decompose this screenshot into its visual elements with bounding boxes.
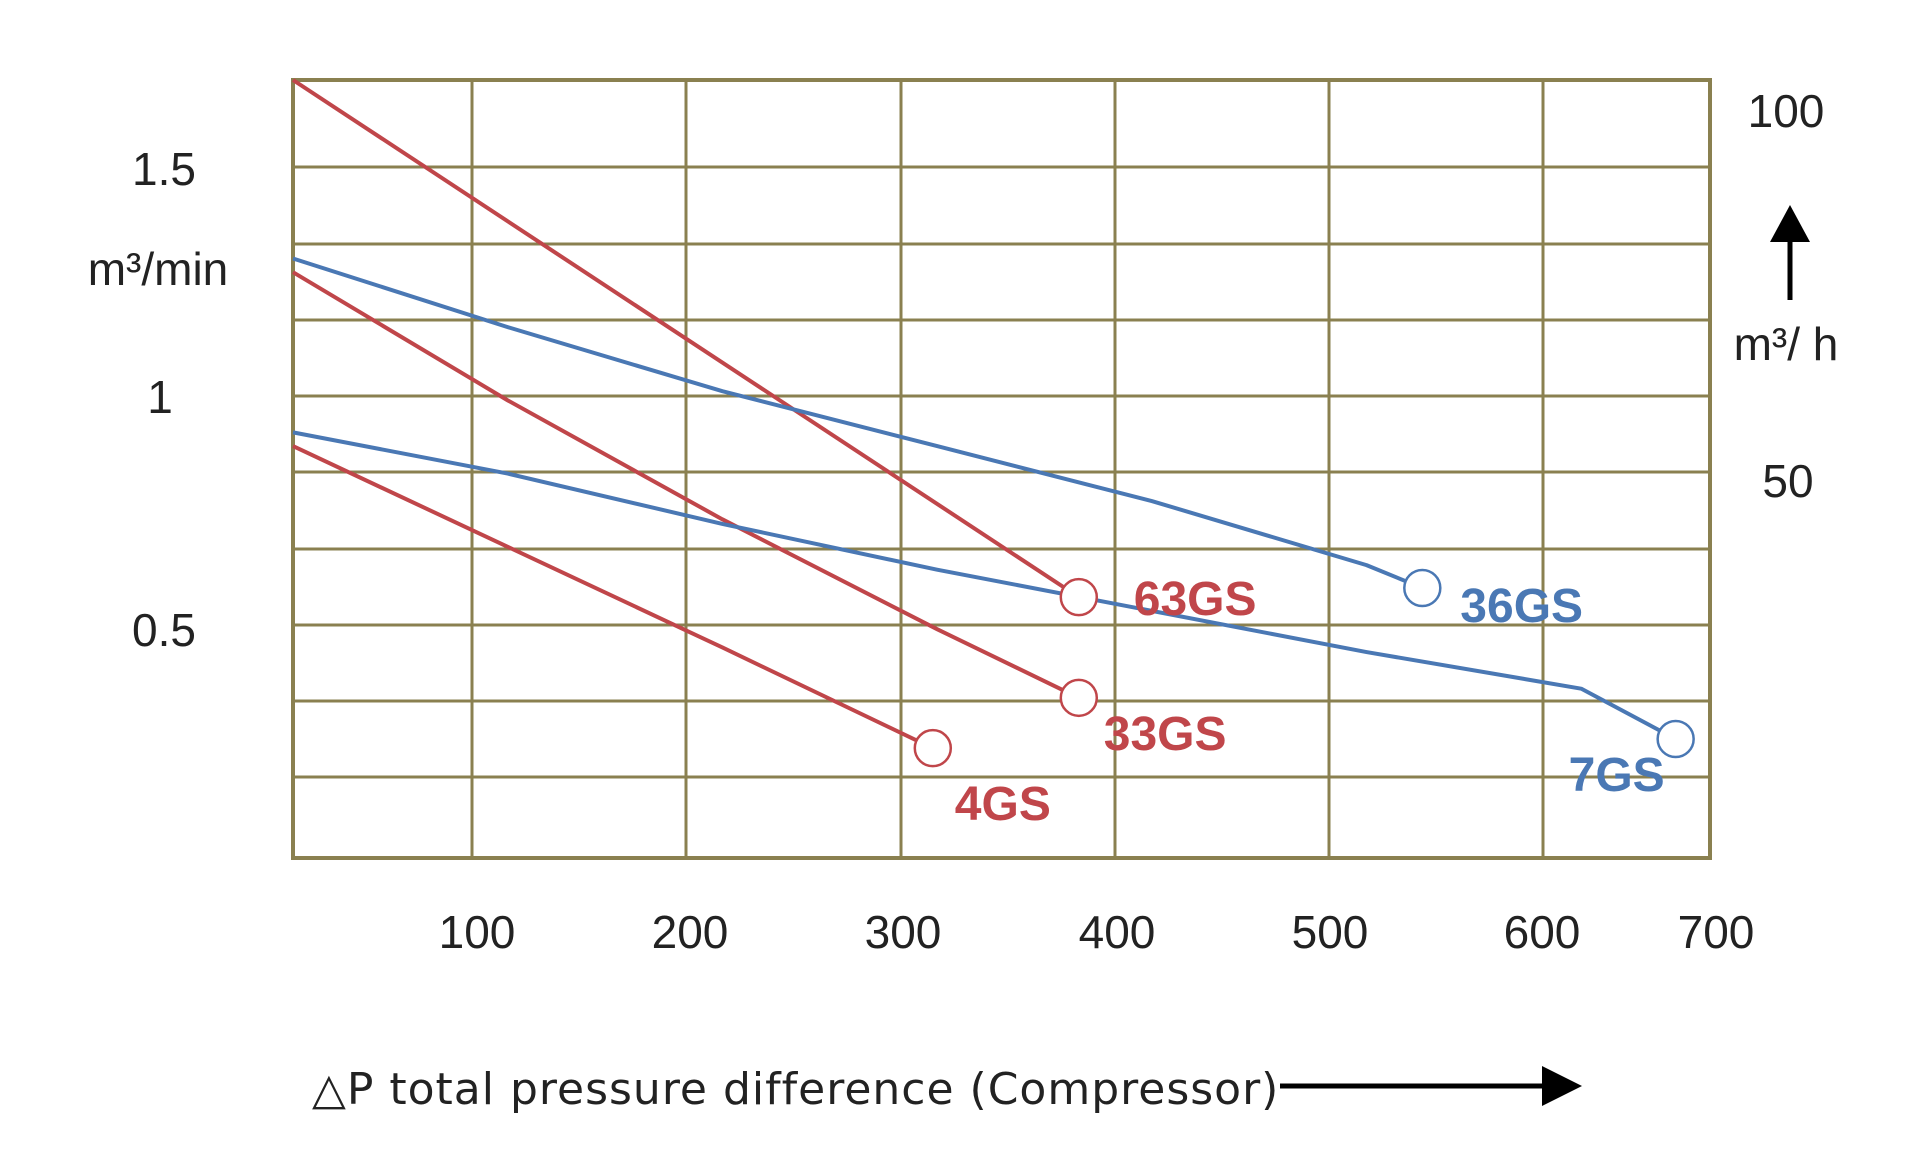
series-line-63GS	[291, 78, 1080, 599]
series-end-marker-7GS	[1656, 719, 1695, 759]
series-label-4GS: 4GS	[955, 778, 1051, 831]
y-left-unit-label: m³/min	[88, 243, 229, 295]
y-axis-right-ticks: 50 100	[1748, 85, 1825, 507]
x-tick-label: 200	[652, 906, 729, 958]
y-left-tick-label: 1.5	[132, 143, 196, 195]
y-left-tick-label: 1	[147, 371, 173, 423]
x-tick-label: 500	[1292, 906, 1369, 958]
series-label-7GS: 7GS	[1569, 749, 1665, 802]
plot-border	[291, 78, 1712, 860]
x-axis-title: △P total pressure difference (Compressor…	[312, 1064, 1279, 1115]
y-right-tick-label: 100	[1748, 85, 1825, 137]
x-axis-ticks: 100 200 300 400 500 600 700	[439, 906, 1755, 958]
series-label-33GS: 33GS	[1104, 708, 1227, 761]
y-axis-left-ticks: 0.5 1 1.5	[132, 143, 196, 656]
series-labels: 63GS 33GS 4GS 36GS 7GS	[955, 573, 1665, 831]
series-line-36GS	[292, 256, 1424, 590]
series-label-36GS: 36GS	[1460, 580, 1583, 633]
series-lines	[291, 78, 1677, 750]
series-line-4GS	[292, 444, 934, 750]
series-end-marker-4GS	[913, 728, 953, 768]
series-end-marker-63GS	[1059, 577, 1099, 617]
y-right-unit-label: m³/ h	[1734, 318, 1839, 370]
x-tick-label: 700	[1678, 906, 1755, 958]
series-end-markers	[913, 568, 1695, 768]
series-line-33GS	[291, 270, 1080, 700]
x-tick-label: 100	[439, 906, 516, 958]
y-left-tick-label: 0.5	[132, 604, 196, 656]
x-tick-label: 600	[1504, 906, 1581, 958]
series-end-marker-36GS	[1403, 568, 1442, 608]
x-tick-label: 400	[1079, 906, 1156, 958]
series-line-7GS	[292, 430, 1677, 741]
x-tick-label: 300	[865, 906, 942, 958]
series-label-63GS: 63GS	[1134, 573, 1257, 626]
y-right-tick-label: 50	[1762, 455, 1813, 507]
right-arrow-icon	[1280, 1066, 1582, 1106]
up-arrow-icon	[1770, 205, 1810, 300]
series-end-marker-33GS	[1059, 678, 1099, 718]
plot-grid	[291, 78, 1712, 860]
